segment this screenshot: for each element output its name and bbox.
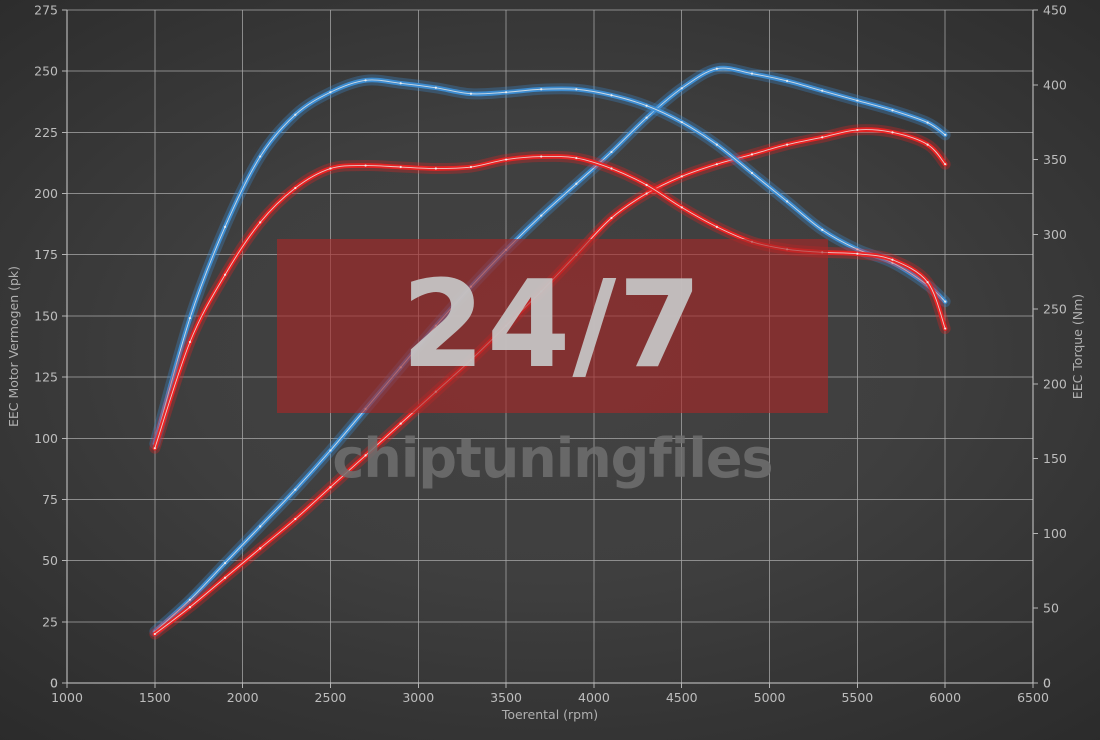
svg-text:275: 275 [34, 3, 58, 18]
svg-text:2500: 2500 [315, 690, 347, 705]
svg-text:EEC Motor Vermogen (pk): EEC Motor Vermogen (pk) [6, 266, 21, 427]
axis-titles-group: Toerental (rpm) EEC Motor Vermogen (pk) EE… [6, 266, 1085, 722]
svg-text:300: 300 [1043, 227, 1067, 242]
svg-text:250: 250 [34, 64, 58, 79]
svg-text:100: 100 [1043, 526, 1067, 541]
svg-text:4000: 4000 [578, 690, 610, 705]
series-3 [149, 150, 951, 454]
series-group [149, 62, 951, 640]
svg-text:25: 25 [42, 614, 58, 629]
svg-text:150: 150 [34, 308, 58, 323]
svg-text:250: 250 [1043, 302, 1067, 317]
axes-group [62, 9, 1038, 688]
svg-text:5500: 5500 [841, 690, 873, 705]
svg-text:4500: 4500 [666, 690, 698, 705]
svg-text:125: 125 [34, 370, 58, 385]
svg-text:50: 50 [1043, 601, 1059, 616]
svg-text:350: 350 [1043, 152, 1067, 167]
svg-text:0: 0 [50, 676, 58, 691]
svg-text:EEC Torque (Nm): EEC Torque (Nm) [1070, 294, 1085, 399]
svg-text:0: 0 [1043, 676, 1051, 691]
svg-text:400: 400 [1043, 77, 1067, 92]
svg-text:3000: 3000 [402, 690, 434, 705]
svg-text:1500: 1500 [139, 690, 171, 705]
svg-text:200: 200 [34, 186, 58, 201]
series-2 [149, 74, 951, 450]
svg-text:175: 175 [34, 247, 58, 262]
svg-text:6500: 6500 [1017, 690, 1049, 705]
series-0 [149, 62, 951, 638]
tick-labels-group: 0 25 50 75 100 125 150 175 200 225 250 275 0 50 100 150… [34, 3, 1067, 706]
svg-text:75: 75 [42, 492, 58, 507]
svg-text:100: 100 [34, 431, 58, 446]
svg-text:0: 0 [1043, 676, 1051, 691]
svg-text:2000: 2000 [227, 690, 259, 705]
svg-text:450: 450 [1043, 3, 1067, 18]
svg-text:200: 200 [1043, 376, 1067, 391]
svg-text:50: 50 [42, 553, 58, 568]
svg-text:Toerental (rpm): Toerental (rpm) [501, 707, 598, 722]
svg-text:6000: 6000 [929, 690, 961, 705]
svg-text:150: 150 [1043, 451, 1067, 466]
svg-text:0: 0 [50, 676, 58, 691]
svg-text:225: 225 [34, 125, 58, 140]
svg-text:1000: 1000 [51, 690, 83, 705]
svg-text:3500: 3500 [490, 690, 522, 705]
svg-text:5000: 5000 [754, 690, 786, 705]
